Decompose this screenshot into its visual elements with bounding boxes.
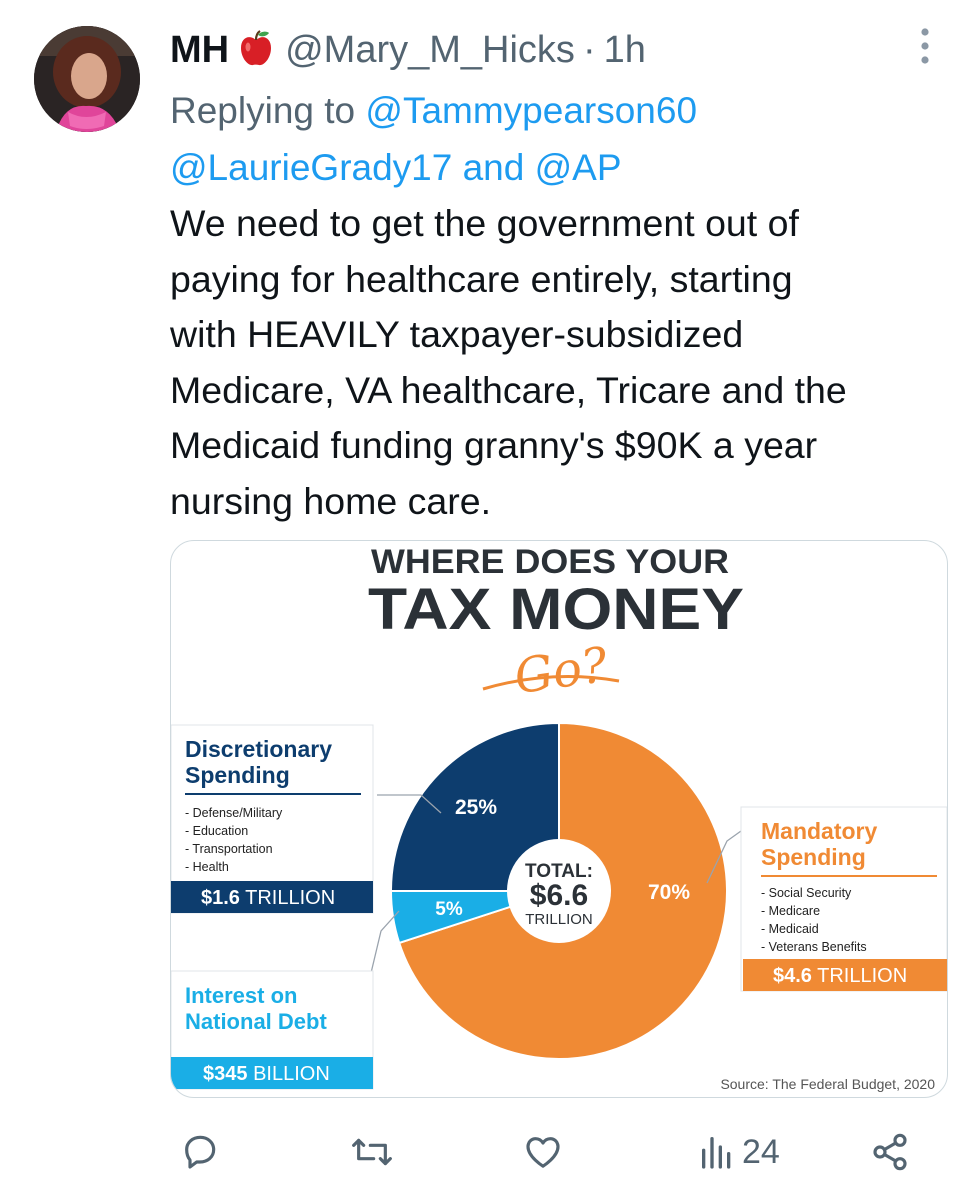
discretionary-amount-unit: TRILLION xyxy=(245,887,335,909)
total-label: TOTAL: xyxy=(525,861,593,882)
avatar[interactable] xyxy=(34,26,140,132)
interest-title: Interest on xyxy=(185,983,297,1008)
infographic-title-line2: TAX MONEY xyxy=(368,577,744,642)
pie-percent-label: 70% xyxy=(648,881,690,904)
connector-line xyxy=(706,830,742,884)
tweet-media-image[interactable]: WHERE DOES YOUR TAX MONEY Go? TOTAL: $6.6… xyxy=(170,540,948,1098)
discretionary-title: Spending xyxy=(185,762,290,788)
apple-icon xyxy=(239,29,273,72)
script-underline xyxy=(482,675,620,691)
author-name[interactable]: MH xyxy=(170,28,230,71)
interest-box: Interest on National Debt $345 BILLION xyxy=(171,970,374,1090)
connector-line xyxy=(370,910,400,974)
like-button[interactable] xyxy=(522,1130,564,1174)
share-icon xyxy=(870,1132,910,1172)
discretionary-amount: $1.6 TRILLION xyxy=(201,887,335,909)
share-button[interactable] xyxy=(870,1130,910,1174)
discretionary-item: - Defense/Military xyxy=(185,806,283,820)
tweet-actions: 24 xyxy=(170,1122,930,1182)
interest-amount-value: $345 xyxy=(203,1063,248,1085)
total-unit: TRILLION xyxy=(525,911,593,928)
tweet-text-line: Medicare, VA healthcare, Tricare and the xyxy=(170,368,847,411)
connector-line xyxy=(377,794,442,814)
reply-user-link[interactable]: @AP xyxy=(534,147,622,188)
retweet-button[interactable] xyxy=(350,1130,394,1174)
interest-amount: $345 BILLION xyxy=(203,1063,330,1085)
mandatory-box: Mandatory Spending - Social Security - M… xyxy=(740,806,947,992)
interest-title: National Debt xyxy=(185,1009,327,1034)
interest-amount-unit: BILLION xyxy=(253,1063,330,1085)
replying-prefix: Replying to xyxy=(170,90,356,131)
mandatory-item: - Social Security xyxy=(761,886,852,900)
tweet-text: We need to get the government out of pay… xyxy=(170,196,960,529)
retweet-icon xyxy=(350,1132,394,1172)
views-button[interactable]: 24 xyxy=(700,1130,780,1174)
mandatory-title: Mandatory xyxy=(761,818,878,844)
reply-user-link[interactable]: @Tammypearson60 xyxy=(365,90,698,131)
more-options-icon[interactable] xyxy=(914,26,936,66)
mandatory-item: - Veterans Benefits xyxy=(761,940,867,954)
replying-to: Replying to @Tammypearson60 @LaurieGrady… xyxy=(170,82,960,196)
mandatory-item: - Medicaid xyxy=(761,922,819,936)
total-value: $6.6 xyxy=(530,879,588,912)
tweet-text-line: with HEAVILY taxpayer-subsidized xyxy=(170,313,744,355)
views-icon xyxy=(700,1132,734,1172)
reply-button[interactable] xyxy=(180,1130,220,1174)
infographic: WHERE DOES YOUR TAX MONEY Go? TOTAL:$6.6… xyxy=(171,543,947,1092)
discretionary-item: - Health xyxy=(185,860,229,874)
avatar-image xyxy=(34,26,140,132)
discretionary-box: Discretionary Spending - Defense/Militar… xyxy=(171,724,374,914)
tweet-text-line: paying for healthcare entirely, starting xyxy=(170,257,793,300)
mandatory-title: Spending xyxy=(761,844,866,870)
timestamp[interactable]: 1h xyxy=(603,28,646,71)
tweet-text-line: nursing home care. xyxy=(170,479,492,522)
heart-icon xyxy=(522,1132,564,1172)
views-count: 24 xyxy=(742,1132,780,1171)
mandatory-item: - Medicare xyxy=(761,904,820,918)
infographic-title-line1: WHERE DOES YOUR xyxy=(371,543,729,581)
mandatory-amount-value: $4.6 xyxy=(773,965,812,987)
separator-dot: · xyxy=(582,28,596,71)
discretionary-amount-value: $1.6 xyxy=(201,887,240,909)
discretionary-item: - Transportation xyxy=(185,842,273,856)
discretionary-title: Discretionary xyxy=(185,736,332,762)
infographic-title-script: Go? xyxy=(511,637,611,705)
reply-icon xyxy=(180,1132,220,1172)
slice-discretionary xyxy=(389,721,560,892)
reply-and: and xyxy=(462,147,525,188)
pie-percent-label: 25% xyxy=(455,796,497,819)
source-note: Source: The Federal Budget, 2020 xyxy=(720,1076,935,1092)
pie-percent-label: 5% xyxy=(435,899,463,920)
tweet-text-line: Medicaid funding granny's $90K a year xyxy=(170,424,818,466)
mandatory-amount-unit: TRILLION xyxy=(817,965,907,987)
author-handle[interactable]: @Mary_M_Hicks xyxy=(285,28,575,71)
mandatory-amount: $4.6 TRILLION xyxy=(773,965,907,987)
discretionary-item: - Education xyxy=(185,824,248,838)
tweet-header: MH @Mary_M_Hicks · 1h xyxy=(170,24,646,76)
pie-center xyxy=(507,839,611,943)
tweet-text-line: We need to get the government out of xyxy=(170,202,799,244)
reply-user-link[interactable]: @LaurieGrady17 xyxy=(170,147,453,188)
